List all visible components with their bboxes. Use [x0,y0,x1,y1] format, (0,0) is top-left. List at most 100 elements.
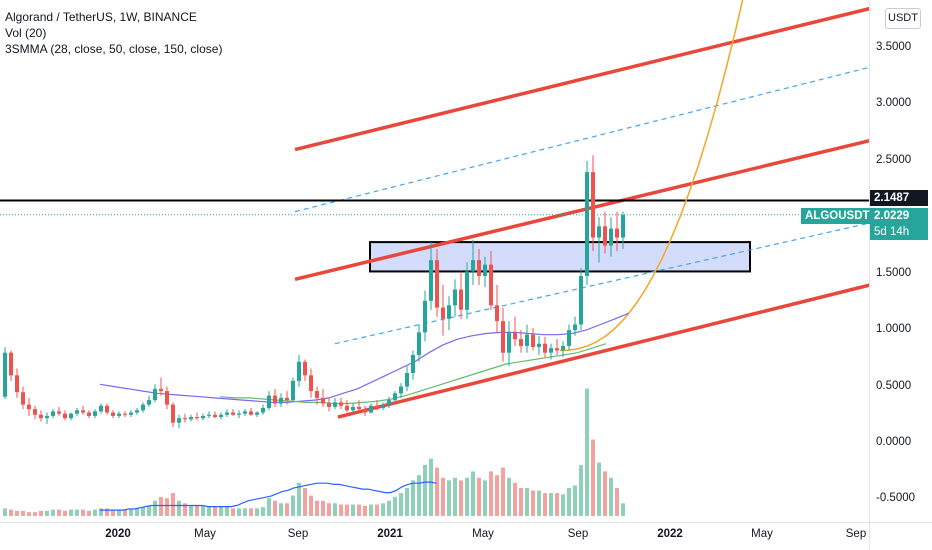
price-tick-label: 0.5000 [876,379,912,392]
time-tick-label: May [194,528,216,540]
candle-body [351,406,355,411]
candle-body [189,417,193,420]
volume-bar [447,480,451,516]
volume-bar [441,477,445,516]
volume-bar [339,504,343,516]
volume-bar [345,504,349,516]
currency-button[interactable]: USDT [885,8,921,29]
candle-body [111,412,115,416]
candle-body [585,172,589,276]
candle-body [153,388,157,401]
candle-body [489,264,493,306]
candle-body [429,260,433,301]
candle-body [549,348,553,353]
candle-body [609,228,613,246]
candle-body [519,339,523,346]
volume-bar [381,503,385,516]
volume-bar [231,508,235,516]
candle-body [21,392,25,405]
volume-bar [309,495,313,516]
volume-bar [249,508,253,516]
volume-bar [195,505,199,516]
volume-bar [513,482,517,516]
price-tick-label: -0.5000 [876,492,916,505]
volume-bar [507,477,511,516]
candle-body [405,373,409,387]
candle-body [417,332,421,355]
symbol-title[interactable]: Algorand / TetherUS, 1W, BINANCE [5,10,197,24]
volume-bar [105,508,109,516]
candle-body [465,271,469,310]
volume-bar [417,475,421,516]
candle-body [297,361,301,381]
volume-bar [561,494,565,516]
volume-bar [123,509,127,516]
time-axis-divider [0,522,932,523]
candle-body [147,400,151,405]
volume-bar [465,477,469,516]
candle-body [345,405,349,411]
candle-body [291,380,295,401]
volume-bar [3,508,7,516]
channel-upper-mid-dashed [294,66,871,213]
candle-body [201,415,205,419]
candle-body [525,334,529,346]
volume-bar [603,471,607,516]
volume-bar [255,508,259,516]
sma-indicator-label[interactable]: 3SMMA (28, close, 50, close, 150, close) [5,42,223,56]
volume-bar [141,507,145,516]
time-tick-label: Sep [845,528,867,540]
candle-body [393,393,397,401]
candle-body [249,411,253,415]
candle-body [495,305,499,322]
volume-bar [471,471,475,516]
candle-body [171,404,175,423]
sma-fast-line [99,312,630,403]
candle-body [141,404,145,411]
volume-bar [117,509,121,516]
price-tick-label: 1.0000 [876,323,912,336]
candle-body [105,405,109,413]
volume-bar [423,465,427,516]
candle-body [381,404,385,409]
candle-body [339,402,343,406]
last-price-badge: 2.0229 [870,208,928,224]
candle-body [255,412,259,415]
volume-bar [273,500,277,516]
candle-body [573,324,577,331]
candle-body [477,260,481,276]
volume-bar [579,465,583,516]
volume-bar [543,493,547,516]
volume-bar [153,500,157,516]
volume-bar [375,504,379,516]
ticker-badge: ALGOUSDT [801,208,874,224]
candle-body [591,172,595,238]
volume-bar [9,509,13,516]
candle-body [447,305,451,319]
volume-bar [99,508,103,516]
volume-bar [201,505,205,516]
candle-body [135,410,139,413]
volume-bar [285,503,289,516]
candle-body [243,411,247,414]
candle-body [57,411,61,414]
volume-bar [243,508,247,516]
volume-bar [129,509,133,516]
candle-body [597,226,601,238]
volume-indicator-label[interactable]: Vol (20) [5,26,47,40]
time-tick-label: Sep [287,528,309,540]
resistance-price-badge: 2.1487 [870,190,928,206]
volume-bar [387,500,391,516]
candle-body [285,397,289,401]
candle-body [435,260,439,308]
volume-bar [597,462,601,516]
volume-bar [483,480,487,516]
volume-bar [57,509,61,516]
candle-body [237,413,241,415]
candle-body [39,414,43,419]
volume-bar [615,487,619,516]
volume-bar [69,509,73,516]
volume-bar [333,503,337,516]
candle-body [543,343,547,353]
